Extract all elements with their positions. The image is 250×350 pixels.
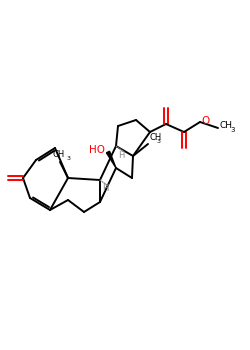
Text: CH: CH bbox=[149, 133, 161, 142]
Text: 3: 3 bbox=[157, 139, 161, 144]
Text: H: H bbox=[118, 151, 124, 160]
Text: CH: CH bbox=[53, 150, 65, 159]
Text: H: H bbox=[102, 184, 108, 193]
Text: O: O bbox=[201, 116, 209, 126]
Text: HO: HO bbox=[89, 145, 105, 155]
Text: CH: CH bbox=[220, 121, 233, 131]
Polygon shape bbox=[106, 151, 116, 168]
Text: 3: 3 bbox=[67, 156, 71, 161]
Text: 3: 3 bbox=[230, 127, 234, 133]
